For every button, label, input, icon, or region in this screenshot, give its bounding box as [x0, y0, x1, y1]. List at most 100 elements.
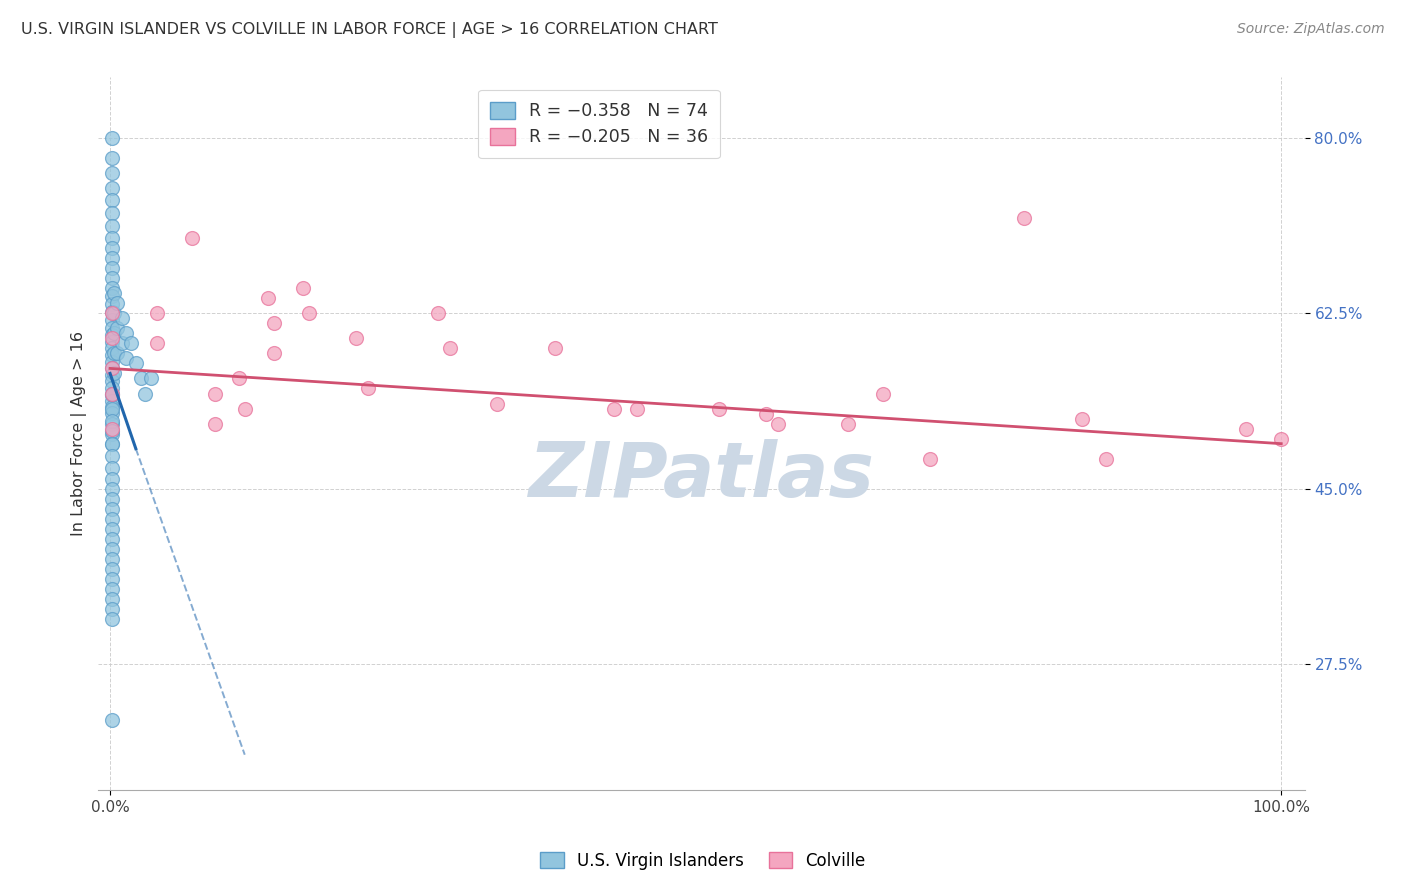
Legend: U.S. Virgin Islanders, Colville: U.S. Virgin Islanders, Colville [534, 846, 872, 877]
Point [115, 326, 138, 341]
Point [101, 348, 124, 362]
Point [755, 407, 778, 421]
Point [101, 130, 124, 145]
Point [103, 346, 125, 360]
Point [101, 582, 124, 596]
Point [103, 306, 125, 320]
Point [101, 417, 124, 431]
Point [263, 346, 285, 360]
Point [257, 291, 280, 305]
Point [204, 417, 226, 431]
Point [626, 401, 648, 416]
Point [101, 361, 124, 376]
Point [101, 414, 124, 428]
Point [101, 328, 124, 343]
Point [1094, 451, 1116, 466]
Point [228, 371, 250, 385]
Point [101, 422, 124, 436]
Point [101, 400, 124, 414]
Point [101, 552, 124, 566]
Point [101, 251, 124, 265]
Point [139, 371, 162, 385]
Point [105, 346, 128, 360]
Point [103, 326, 125, 341]
Point [129, 371, 152, 385]
Point [181, 231, 204, 245]
Point [298, 306, 321, 320]
Point [837, 417, 859, 431]
Point [101, 386, 124, 401]
Point [1234, 422, 1257, 436]
Point [125, 356, 148, 370]
Point [101, 449, 124, 463]
Point [101, 382, 124, 396]
Point [101, 436, 124, 450]
Point [101, 305, 124, 319]
Point [101, 532, 124, 546]
Point [101, 424, 124, 438]
Point [101, 522, 124, 536]
Point [101, 289, 124, 303]
Point [485, 396, 508, 410]
Point [101, 261, 124, 276]
Point [1270, 432, 1292, 446]
Point [101, 512, 124, 526]
Point [101, 482, 124, 496]
Point [101, 335, 124, 350]
Point [115, 351, 138, 366]
Text: Source: ZipAtlas.com: Source: ZipAtlas.com [1237, 22, 1385, 37]
Text: ZIPatlas: ZIPatlas [529, 440, 875, 514]
Point [101, 401, 124, 416]
Point [101, 542, 124, 557]
Point [101, 231, 124, 245]
Point [101, 592, 124, 607]
Point [292, 281, 315, 295]
Point [101, 166, 124, 180]
Point [101, 387, 124, 401]
Point [1071, 411, 1094, 425]
Point [101, 491, 124, 506]
Point [146, 336, 169, 351]
Point [918, 451, 941, 466]
Point [101, 472, 124, 486]
Point [101, 361, 124, 376]
Point [101, 406, 124, 420]
Point [101, 181, 124, 195]
Point [105, 321, 128, 335]
Point [427, 306, 450, 320]
Point [101, 436, 124, 450]
Point [111, 336, 134, 351]
Point [872, 386, 894, 401]
Point [101, 271, 124, 285]
Point [707, 401, 730, 416]
Point [101, 502, 124, 516]
Point [101, 713, 124, 727]
Point [204, 386, 226, 401]
Legend: R = −0.358   N = 74, R = −0.205   N = 36: R = −0.358 N = 74, R = −0.205 N = 36 [478, 90, 720, 158]
Text: U.S. VIRGIN ISLANDER VS COLVILLE IN LABOR FORCE | AGE > 16 CORRELATION CHART: U.S. VIRGIN ISLANDER VS COLVILLE IN LABO… [21, 22, 718, 38]
Point [101, 331, 124, 345]
Point [101, 193, 124, 207]
Point [101, 281, 124, 295]
Point [439, 342, 461, 356]
Point [134, 386, 156, 401]
Point [101, 460, 124, 475]
Point [263, 316, 285, 330]
Point [101, 612, 124, 626]
Point [101, 321, 124, 335]
Point [101, 602, 124, 616]
Point [101, 393, 124, 408]
Point [602, 401, 624, 416]
Point [101, 375, 124, 389]
Point [101, 206, 124, 220]
Point [101, 151, 124, 165]
Point [1012, 211, 1035, 225]
Point [101, 355, 124, 369]
Point [101, 313, 124, 327]
Point [146, 306, 169, 320]
Point [101, 241, 124, 255]
Point [101, 342, 124, 356]
Point [101, 368, 124, 383]
Point [105, 296, 128, 310]
Point [357, 382, 380, 396]
